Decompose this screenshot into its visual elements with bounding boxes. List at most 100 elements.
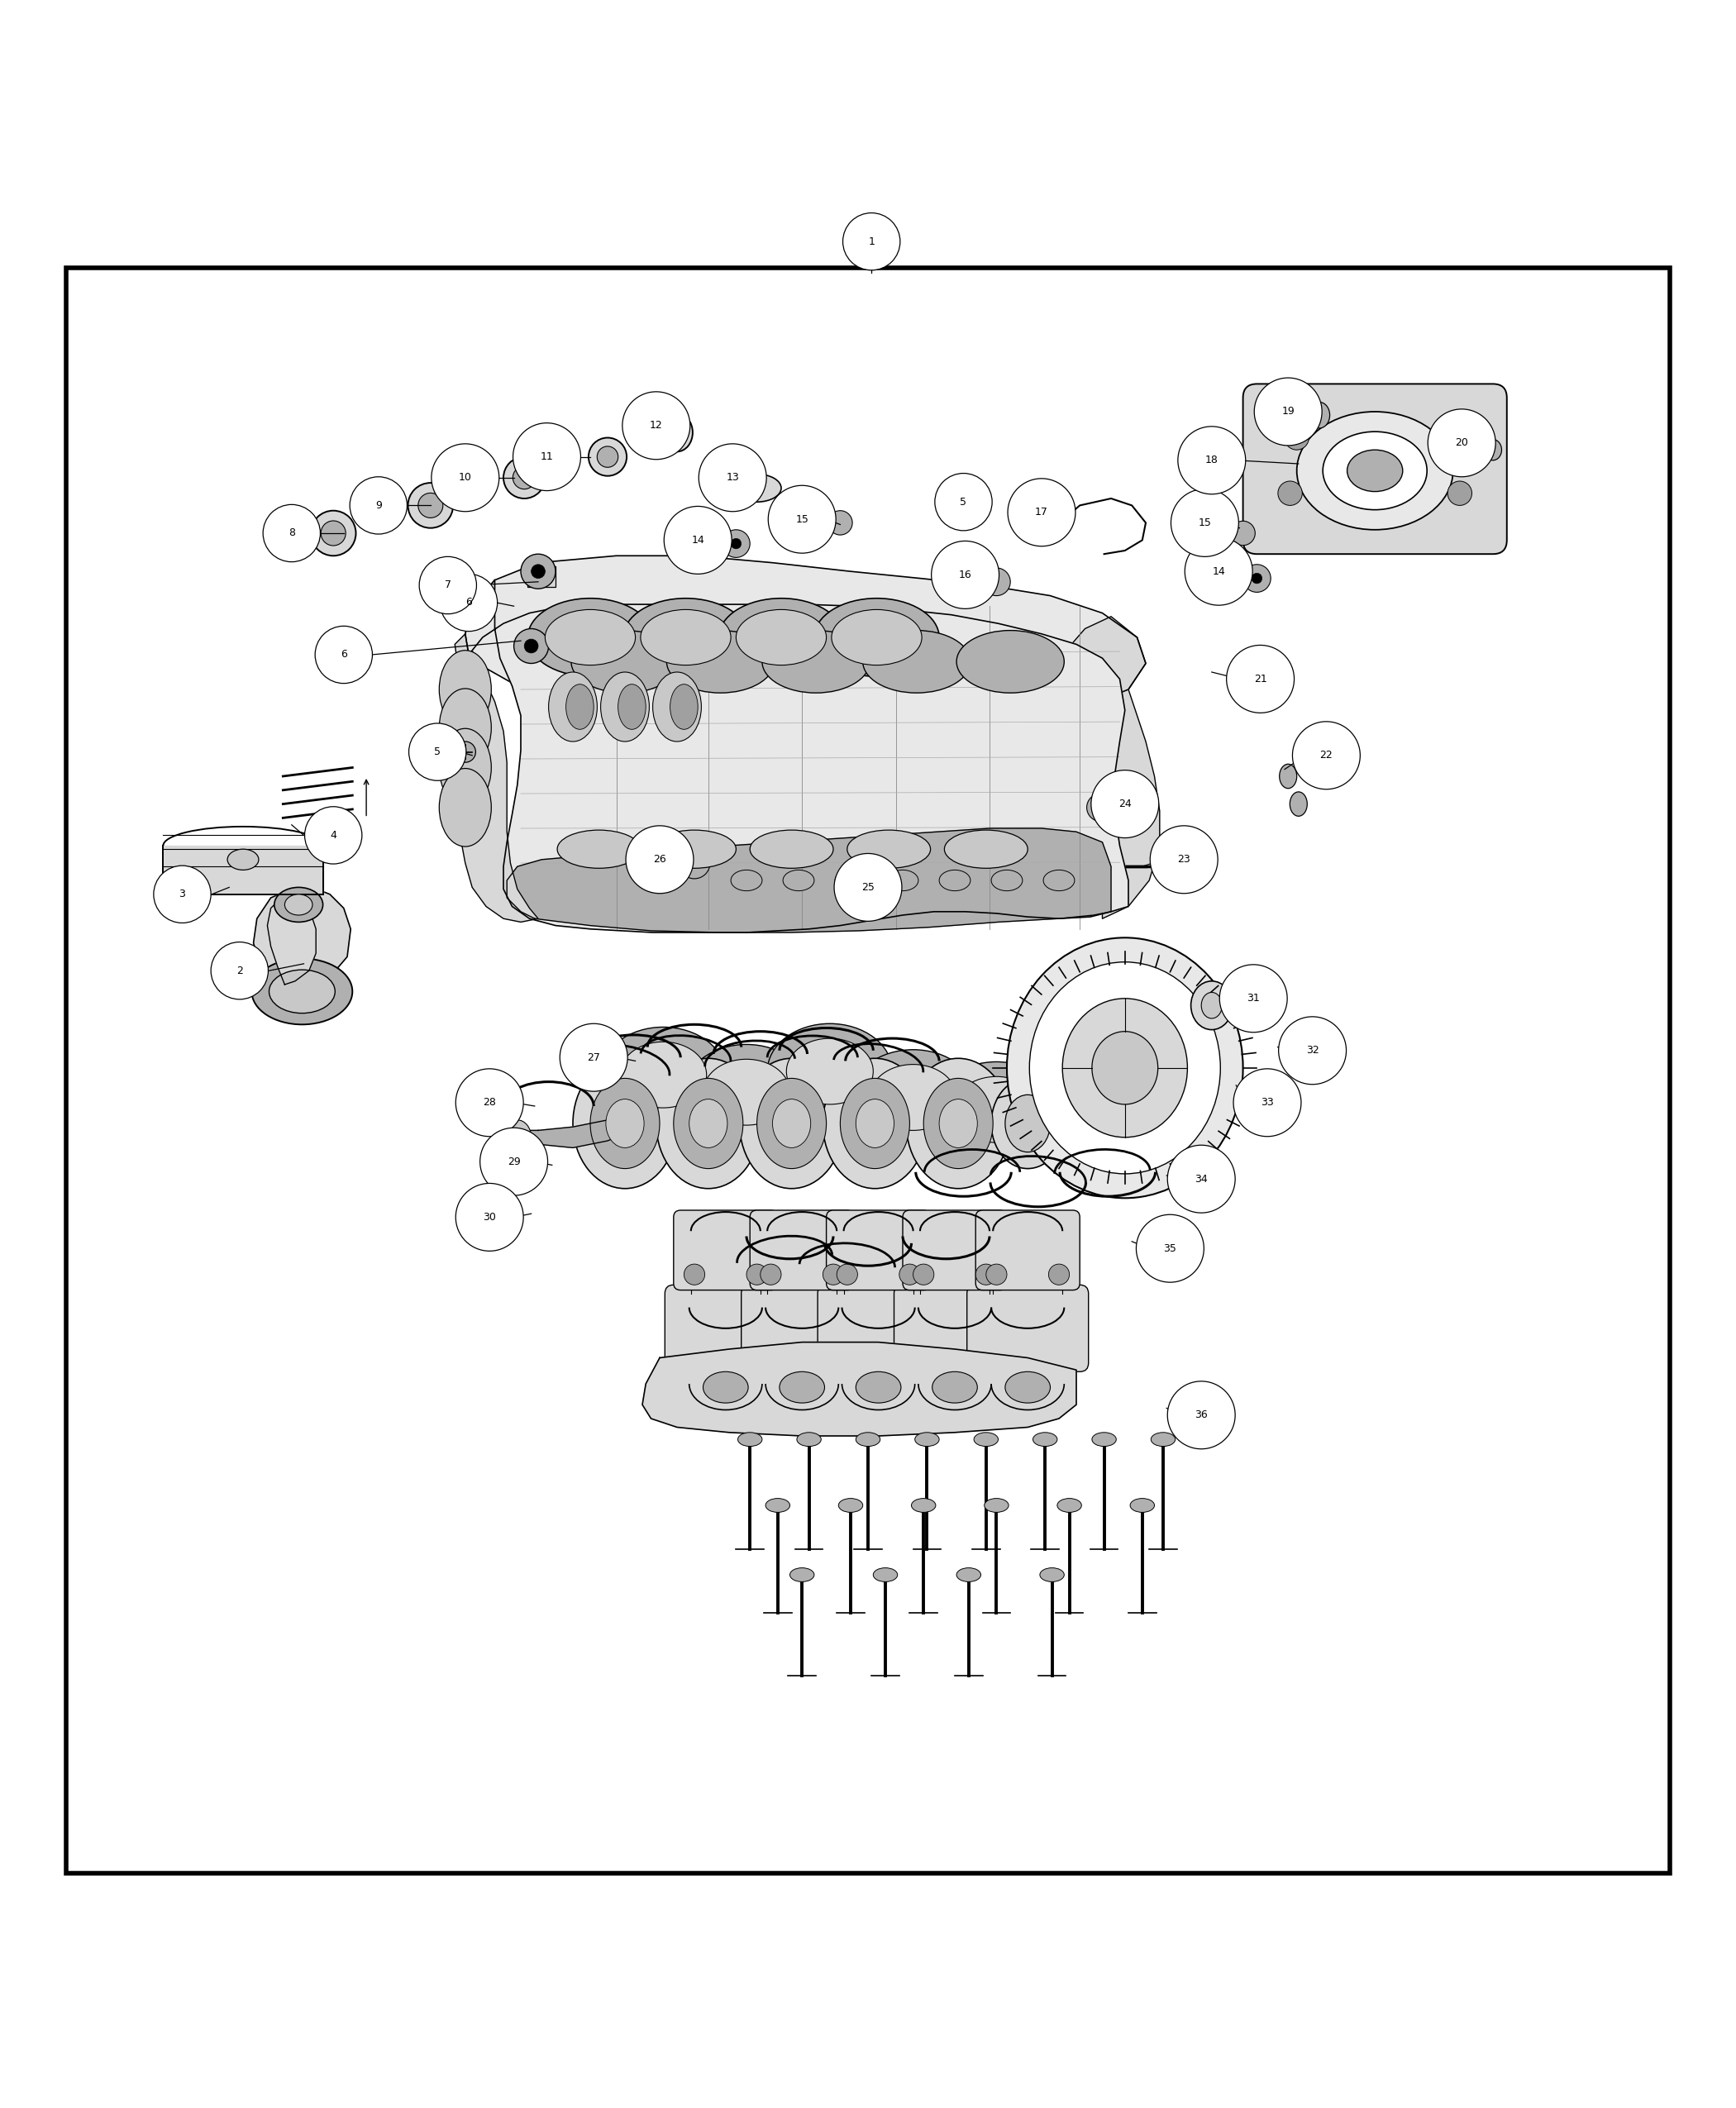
- Polygon shape: [465, 557, 1146, 721]
- Ellipse shape: [873, 1568, 898, 1581]
- Ellipse shape: [797, 1433, 821, 1446]
- Circle shape: [420, 557, 476, 613]
- Circle shape: [1278, 1016, 1347, 1084]
- Ellipse shape: [674, 1079, 743, 1168]
- Ellipse shape: [601, 672, 649, 742]
- Polygon shape: [517, 1113, 625, 1147]
- Ellipse shape: [1005, 1094, 1050, 1153]
- Circle shape: [479, 1128, 549, 1195]
- Circle shape: [621, 392, 691, 460]
- Ellipse shape: [1043, 871, 1075, 892]
- Ellipse shape: [1130, 1499, 1154, 1511]
- FancyBboxPatch shape: [528, 567, 556, 586]
- Circle shape: [1278, 481, 1302, 506]
- Ellipse shape: [589, 438, 627, 476]
- Circle shape: [663, 506, 733, 573]
- Ellipse shape: [573, 1058, 677, 1189]
- Ellipse shape: [1191, 980, 1233, 1029]
- Ellipse shape: [703, 1058, 790, 1126]
- Ellipse shape: [285, 894, 312, 915]
- Bar: [625, 1092, 708, 1155]
- Ellipse shape: [545, 609, 635, 666]
- Ellipse shape: [887, 871, 918, 892]
- Text: 5: 5: [960, 497, 967, 508]
- Circle shape: [1219, 965, 1288, 1033]
- Ellipse shape: [689, 1098, 727, 1147]
- Circle shape: [958, 489, 979, 508]
- Ellipse shape: [252, 959, 352, 1024]
- Circle shape: [1090, 769, 1160, 837]
- Ellipse shape: [227, 850, 259, 871]
- Circle shape: [1441, 426, 1465, 449]
- Ellipse shape: [601, 1027, 726, 1124]
- Text: 15: 15: [795, 514, 809, 525]
- Ellipse shape: [1151, 1433, 1175, 1446]
- Circle shape: [1253, 377, 1323, 445]
- Text: 32: 32: [1305, 1046, 1319, 1056]
- Ellipse shape: [597, 447, 618, 468]
- Circle shape: [524, 639, 538, 653]
- Ellipse shape: [1057, 1499, 1082, 1511]
- FancyBboxPatch shape: [903, 1210, 1007, 1290]
- Text: 4: 4: [330, 831, 337, 841]
- Ellipse shape: [991, 871, 1023, 892]
- Ellipse shape: [1005, 1372, 1050, 1404]
- Ellipse shape: [1040, 1568, 1064, 1581]
- Circle shape: [455, 742, 476, 763]
- Ellipse shape: [757, 1079, 826, 1168]
- FancyBboxPatch shape: [674, 1210, 778, 1290]
- Text: 18: 18: [1205, 455, 1219, 466]
- Circle shape: [899, 1265, 920, 1286]
- Text: 30: 30: [483, 1212, 496, 1223]
- Circle shape: [306, 807, 361, 864]
- Ellipse shape: [740, 1058, 844, 1189]
- Ellipse shape: [656, 1058, 760, 1189]
- FancyBboxPatch shape: [741, 1286, 863, 1372]
- Text: 19: 19: [1281, 407, 1295, 417]
- Ellipse shape: [773, 1098, 811, 1147]
- Text: 31: 31: [1246, 993, 1260, 1003]
- Ellipse shape: [838, 1499, 863, 1511]
- Ellipse shape: [823, 1058, 927, 1189]
- Ellipse shape: [939, 871, 970, 892]
- Ellipse shape: [934, 1062, 1059, 1157]
- Circle shape: [731, 538, 741, 548]
- Ellipse shape: [731, 871, 762, 892]
- Text: 23: 23: [1177, 854, 1191, 864]
- Circle shape: [722, 529, 750, 557]
- Text: 11: 11: [540, 451, 554, 462]
- Ellipse shape: [767, 1024, 892, 1119]
- Ellipse shape: [620, 1041, 707, 1109]
- Ellipse shape: [557, 831, 641, 868]
- Ellipse shape: [944, 831, 1028, 868]
- Ellipse shape: [269, 970, 335, 1014]
- Text: 14: 14: [1212, 567, 1226, 578]
- Ellipse shape: [953, 1077, 1040, 1143]
- Text: 12: 12: [649, 419, 663, 430]
- Circle shape: [531, 565, 545, 578]
- Ellipse shape: [832, 609, 922, 666]
- Circle shape: [983, 567, 1010, 597]
- Ellipse shape: [779, 1372, 825, 1404]
- Ellipse shape: [1201, 993, 1222, 1018]
- Circle shape: [823, 1265, 844, 1286]
- Circle shape: [1427, 409, 1496, 476]
- Circle shape: [986, 1265, 1007, 1286]
- Text: 22: 22: [1319, 750, 1333, 761]
- Ellipse shape: [512, 466, 536, 489]
- Ellipse shape: [566, 685, 594, 729]
- Ellipse shape: [590, 1079, 660, 1168]
- Text: 16: 16: [958, 569, 972, 580]
- Ellipse shape: [439, 769, 491, 847]
- Ellipse shape: [503, 457, 545, 497]
- Ellipse shape: [835, 871, 866, 892]
- Ellipse shape: [653, 831, 736, 868]
- Ellipse shape: [439, 729, 491, 807]
- Circle shape: [837, 1265, 858, 1286]
- Circle shape: [1243, 565, 1271, 592]
- Ellipse shape: [939, 1098, 977, 1147]
- Ellipse shape: [408, 483, 453, 527]
- Circle shape: [431, 445, 500, 512]
- FancyBboxPatch shape: [894, 1286, 1016, 1372]
- Circle shape: [521, 554, 556, 588]
